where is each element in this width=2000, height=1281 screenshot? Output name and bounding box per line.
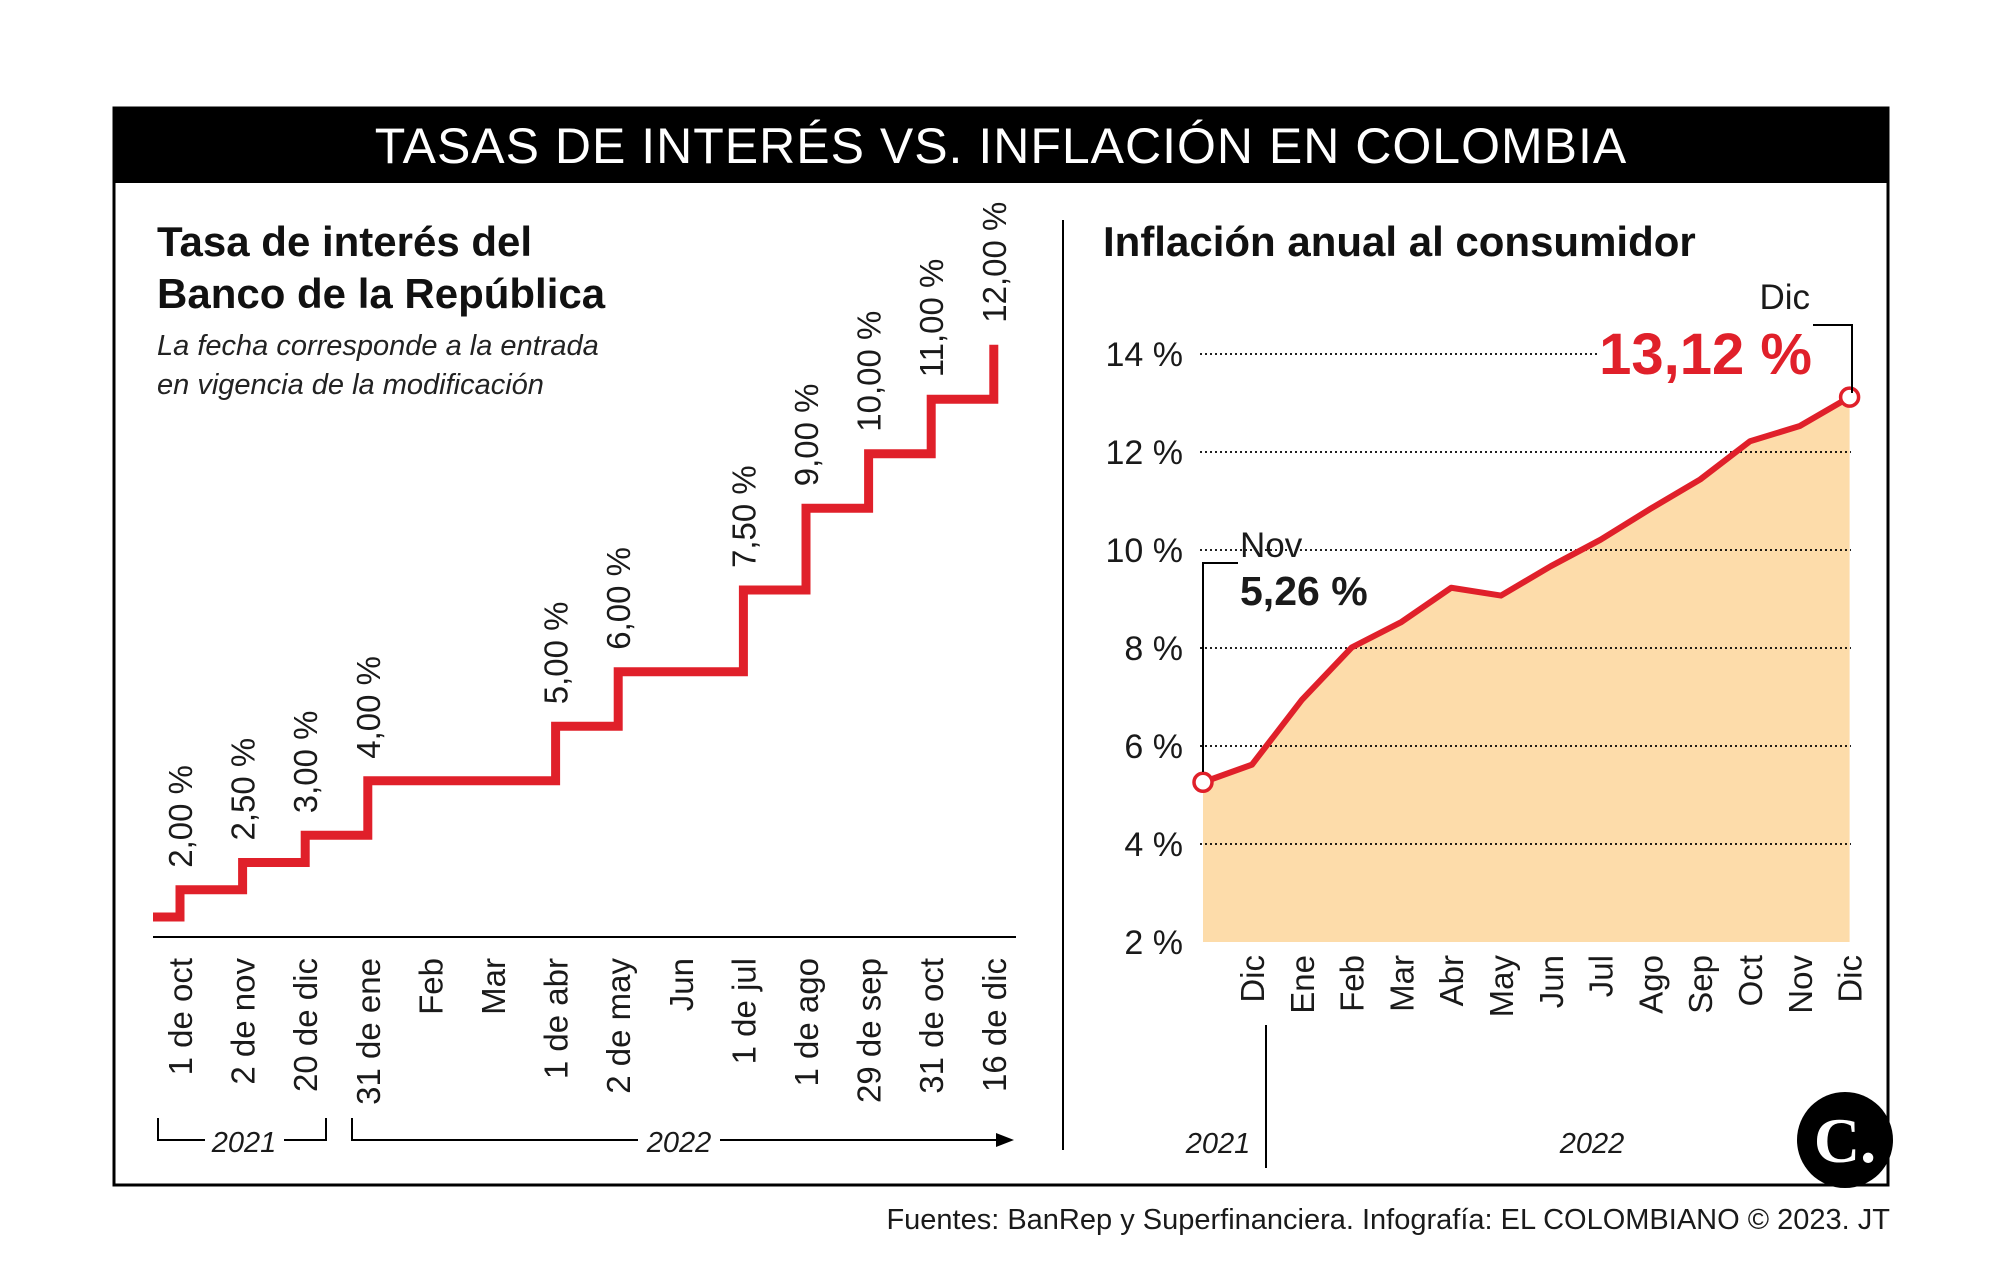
- inflation-x-tick: Sep: [1682, 955, 1719, 1014]
- inflation-line: [1201, 394, 1852, 786]
- rate-value-label: 10,00 %: [851, 311, 888, 432]
- rate-category-label: Jun: [663, 958, 700, 1011]
- inflation-x-tick-labels: Dic Ene Feb Mar Abr May Jun Jul Ago Sep Oct Nov Dic: [1234, 955, 1869, 1018]
- inflation-y-tick: 6 %: [1124, 728, 1183, 766]
- rate-category-label: Feb: [412, 958, 449, 1015]
- rate-category-label: 31 de oct: [913, 958, 950, 1094]
- interest-rate-chart: 1 de oct 2 de nov 20 de dic 31 de ene Feb Mar…: [153, 202, 1016, 1159]
- inflation-x-tick: Ago: [1632, 955, 1669, 1014]
- inflation-y-tick: 10 %: [1106, 532, 1184, 570]
- rate-value-label: 11,00 %: [913, 259, 950, 378]
- end-annotation-month: Dic: [1759, 278, 1810, 317]
- inflation-chart: 2 % 4 % 6 % 8 % 10 % 12 % 14 % Dic Ene Feb Mar Abr…: [1106, 278, 1869, 1168]
- infl-year-2022-label: 2022: [1559, 1128, 1625, 1160]
- logo-circle: [1797, 1092, 1893, 1188]
- rate-category-label: 20 de dic: [287, 958, 324, 1092]
- rate-value-label: 4,00 %: [350, 656, 387, 759]
- inflation-x-tick: Dic: [1234, 955, 1271, 1003]
- rate-category-label: 31 de ene: [350, 958, 387, 1105]
- el-colombiano-logo: C.: [1797, 1092, 1893, 1188]
- year-2022-arrowhead: [996, 1133, 1014, 1147]
- rate-category-label: Mar: [475, 958, 512, 1015]
- source-credit: Fuentes: BanRep y Superfinanciera. Infog…: [886, 1204, 1890, 1236]
- rate-value-labels: 2,00 % 2,50 % 3,00 % 4,00 % 5,00 % 6,00 % 7,50…: [162, 202, 1013, 868]
- inflation-x-tick: Mar: [1383, 955, 1420, 1012]
- year-2022-label: 2022: [646, 1127, 712, 1159]
- rate-step-line: [153, 344, 999, 922]
- right-title: Inflación anual al consumidor: [1103, 218, 1696, 265]
- logo-letter: C.: [1814, 1105, 1876, 1176]
- inflation-y-tick: 12 %: [1106, 434, 1184, 472]
- start-annotation-month: Nov: [1240, 526, 1303, 565]
- inflation-y-tick: 8 %: [1124, 630, 1183, 668]
- header-title: TASAS DE INTERÉS VS. INFLACIÓN EN COLOMB…: [375, 118, 1627, 174]
- rate-category-labels: 1 de oct 2 de nov 20 de dic 31 de ene Feb Mar…: [162, 958, 1013, 1105]
- left-title-line2: Banco de la República: [157, 270, 606, 317]
- inflation-x-tick: Jun: [1533, 955, 1570, 1008]
- rate-value-label: 12,00 %: [976, 202, 1013, 323]
- end-annotation-leader: [1813, 324, 1853, 393]
- rate-category-label: 29 de sep: [851, 958, 888, 1103]
- start-annotation-value: 5,26 %: [1240, 568, 1368, 614]
- inflation-y-tick: 4 %: [1124, 826, 1183, 864]
- rate-value-label: 9,00 %: [788, 384, 825, 487]
- rate-value-label: 2,50 %: [225, 738, 262, 841]
- year-2022-bracket: [351, 1118, 1000, 1141]
- rate-value-label: 2,00 %: [162, 765, 199, 868]
- inflation-start-marker: [1192, 771, 1214, 794]
- inflation-gridlines: [1200, 353, 1851, 845]
- rate-category-label: 2 de nov: [225, 958, 262, 1085]
- left-note-line2: en vigencia de la modificación: [157, 369, 544, 401]
- year-2021-label: 2021: [211, 1127, 277, 1159]
- inflation-area: [1203, 397, 1850, 942]
- inflation-x-tick: Abr: [1433, 955, 1470, 1006]
- inflation-end-marker: [1838, 386, 1861, 408]
- rate-value-label: 5,00 %: [538, 602, 575, 705]
- header-bar: [114, 108, 1888, 183]
- inflation-y-tick-labels: 2 % 4 % 6 % 8 % 10 % 12 % 14 %: [1106, 336, 1184, 962]
- rate-category-label: 1 de abr: [538, 958, 575, 1079]
- end-annotation-value: 13,12 %: [1599, 322, 1812, 387]
- inflation-x-tick: May: [1483, 955, 1520, 1018]
- left-note-line1: La fecha corresponde a la entrada: [157, 330, 599, 362]
- inflation-x-tick: Oct: [1732, 955, 1769, 1006]
- rate-category-label: 2 de may: [600, 958, 637, 1094]
- rate-value-label: 7,50 %: [725, 465, 762, 568]
- rate-value-label: 6,00 %: [600, 547, 637, 650]
- left-title-line1: Tasa de interés del: [157, 218, 532, 265]
- inflation-y-tick: 2 %: [1124, 924, 1183, 962]
- infl-year-2021-label: 2021: [1185, 1128, 1251, 1160]
- year-2021-bracket: [157, 1118, 327, 1141]
- rate-value-label: 3,00 %: [287, 711, 324, 814]
- inflation-x-tick: Dic: [1832, 955, 1869, 1003]
- rate-category-label: 16 de dic: [976, 958, 1013, 1092]
- inflation-x-tick: Nov: [1782, 955, 1819, 1014]
- rate-category-label: 1 de oct: [162, 958, 199, 1075]
- rate-category-label: 1 de ago: [788, 958, 825, 1086]
- start-annotation-leader: [1202, 562, 1238, 772]
- inflation-x-tick: Jul: [1583, 955, 1620, 997]
- inflation-y-tick: 14 %: [1106, 336, 1184, 374]
- inflation-x-tick: Feb: [1334, 955, 1371, 1012]
- rate-category-label: 1 de jul: [725, 958, 762, 1064]
- inflation-x-tick: Ene: [1284, 955, 1321, 1014]
